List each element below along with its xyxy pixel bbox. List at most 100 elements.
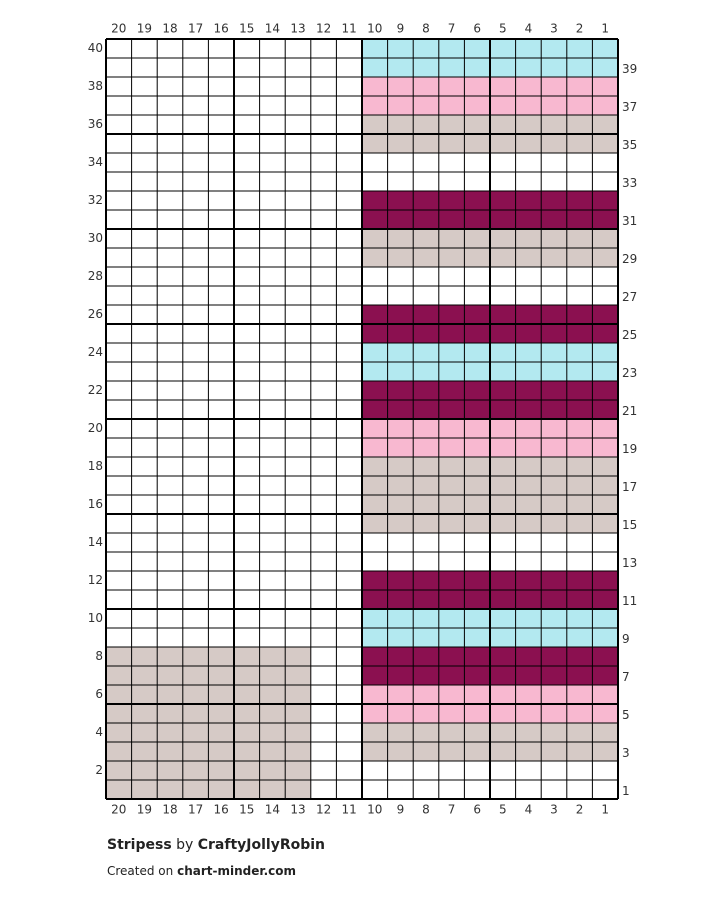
- cell: [208, 457, 234, 476]
- cell: [464, 134, 490, 153]
- cell: [362, 115, 388, 134]
- cell: [131, 286, 158, 305]
- cell: [464, 476, 490, 495]
- cell: [131, 343, 158, 362]
- footer-title: Stripess by CraftyJollyRobin: [107, 837, 325, 853]
- cell: [259, 96, 286, 115]
- cell: [387, 628, 414, 647]
- cell: [362, 229, 388, 248]
- cell: [387, 780, 414, 799]
- cell: [362, 381, 388, 400]
- cell: [541, 229, 567, 248]
- cell: [157, 362, 183, 381]
- cell: [157, 229, 183, 248]
- cell: [131, 305, 158, 324]
- cell: [464, 723, 490, 742]
- cell: [285, 381, 311, 400]
- cell: [566, 96, 593, 115]
- row-label: 6: [95, 687, 103, 701]
- cell: [157, 628, 183, 647]
- cell: [234, 457, 260, 476]
- cell: [464, 495, 490, 514]
- cell: [438, 419, 465, 438]
- cell: [566, 381, 593, 400]
- cell: [234, 229, 260, 248]
- cell: [592, 609, 618, 628]
- row-label: 33: [622, 176, 637, 190]
- cell: [362, 628, 388, 647]
- cell: [541, 58, 567, 77]
- cell: [413, 609, 439, 628]
- cell: [157, 780, 183, 799]
- cell: [208, 761, 234, 780]
- cell: [438, 58, 465, 77]
- cell: [106, 191, 132, 210]
- cell: [566, 457, 593, 476]
- cell: [490, 153, 516, 172]
- cell: [259, 704, 286, 723]
- cell: [157, 761, 183, 780]
- cell: [362, 666, 388, 685]
- cell: [208, 343, 234, 362]
- footer-credit: Created on chart-minder.com: [107, 864, 296, 878]
- cell: [182, 685, 209, 704]
- cell: [413, 533, 439, 552]
- cell: [362, 210, 388, 229]
- cell: [438, 153, 465, 172]
- cell: [464, 381, 490, 400]
- cell: [285, 666, 311, 685]
- cell: [182, 476, 209, 495]
- cell: [336, 153, 362, 172]
- cell: [259, 438, 286, 457]
- cell: [157, 39, 183, 58]
- cell: [387, 172, 414, 191]
- cell: [387, 96, 414, 115]
- cell: [157, 286, 183, 305]
- cell: [438, 495, 465, 514]
- row-label: 23: [622, 366, 637, 380]
- cell: [259, 685, 286, 704]
- cell: [566, 590, 593, 609]
- row-label: 31: [622, 214, 637, 228]
- cell: [336, 343, 362, 362]
- cell: [208, 590, 234, 609]
- cell: [182, 324, 209, 343]
- cell: [182, 571, 209, 590]
- cell: [285, 628, 311, 647]
- cell: [515, 248, 542, 267]
- cell: [541, 609, 567, 628]
- cell: [234, 267, 260, 286]
- cell: [234, 58, 260, 77]
- cell: [285, 172, 311, 191]
- cell: [438, 134, 465, 153]
- row-label: 17: [622, 480, 637, 494]
- cell: [310, 248, 337, 267]
- cell: [362, 457, 388, 476]
- cell: [336, 647, 362, 666]
- cell: [592, 343, 618, 362]
- cell: [259, 609, 286, 628]
- cell: [131, 115, 158, 134]
- cell: [413, 191, 439, 210]
- cell: [541, 267, 567, 286]
- cell: [362, 761, 388, 780]
- cell: [157, 685, 183, 704]
- cell: [234, 438, 260, 457]
- cell: [387, 267, 414, 286]
- cell: [285, 96, 311, 115]
- cell: [182, 134, 209, 153]
- cell: [131, 552, 158, 571]
- cell: [387, 438, 414, 457]
- cell: [131, 476, 158, 495]
- cell: [310, 267, 337, 286]
- cell: [490, 210, 516, 229]
- cell: [515, 552, 542, 571]
- cell: [157, 343, 183, 362]
- cell: [413, 172, 439, 191]
- cell: [106, 210, 132, 229]
- cell: [259, 248, 286, 267]
- column-label: 7: [448, 803, 456, 817]
- cell: [566, 761, 593, 780]
- cell: [387, 666, 414, 685]
- column-label: 16: [214, 22, 229, 36]
